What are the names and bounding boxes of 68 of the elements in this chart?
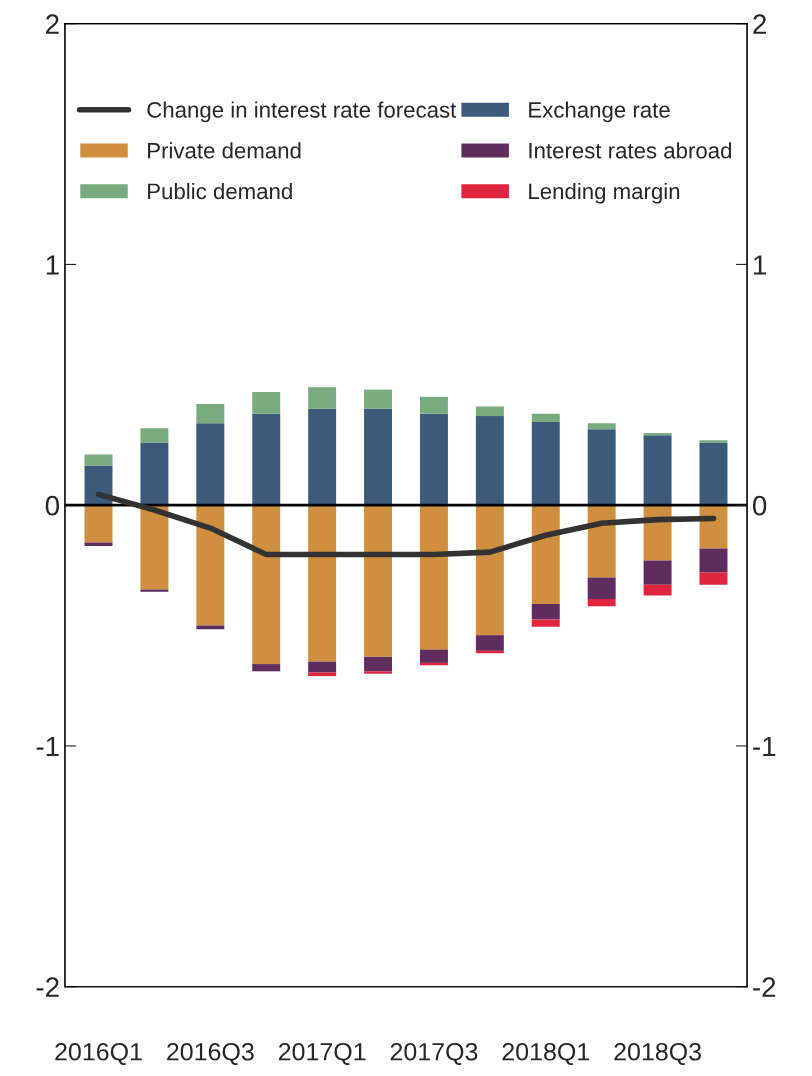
bar [587,423,616,430]
bar [308,505,337,662]
bar [419,505,448,650]
bar [699,442,728,506]
bar [252,392,281,414]
y-tick-label: 1 [46,255,59,275]
bar [419,396,448,414]
bar [140,505,169,590]
x-tick-label: 2017Q3 [390,1042,478,1066]
bar [196,423,225,506]
y-tick-label: -1 [36,736,59,756]
bar [419,413,448,506]
bar [531,619,560,627]
bar [699,440,728,443]
y2-tick-label: -1 [753,736,776,756]
bar [531,603,560,620]
bar [252,413,281,506]
x-tick-label: 2018Q3 [614,1042,701,1066]
bar [699,572,728,585]
bar [364,389,393,409]
legend-label: Exchange rate [529,101,670,123]
legend-label: Private demand [148,142,301,159]
bar [531,413,560,423]
bar [475,505,504,636]
bar [419,649,448,663]
bar [364,656,393,672]
y-tick-label: 2 [46,14,59,34]
legend-label: Lending margin [529,182,680,204]
bar [140,428,169,443]
y2-tick-label: 1 [754,255,766,275]
x-tick-label: 2018Q1 [502,1042,590,1066]
y2-tick-label: -2 [753,977,776,997]
bar [308,387,337,409]
legend-label: Interest rates abroad [529,142,732,159]
bar [531,422,560,506]
bar [140,442,169,506]
bar [475,635,504,651]
legend-label: Public demand [148,182,292,200]
bar [252,505,281,665]
bar [196,505,225,626]
bar [531,505,560,604]
bar [140,589,169,592]
bar [643,560,672,585]
bar [587,577,616,600]
bar [475,406,504,417]
bar [587,429,616,506]
bar [252,664,281,672]
bar [587,599,616,607]
y2-tick-label: 0 [752,495,767,516]
x-tick-label: 2016Q1 [55,1042,142,1066]
y-tick-label: 0 [45,495,60,516]
x-tick-label: 2017Q1 [278,1042,366,1066]
x-tick-label: 2016Q3 [167,1042,254,1066]
bar [308,408,337,506]
legend-label: Change in interest rate forecast [147,101,457,123]
bar [364,505,393,657]
y-tick-label: -2 [36,977,59,997]
bar [643,435,672,506]
bar [364,408,393,506]
bar [364,671,393,674]
bar [699,548,728,573]
y2-tick-label: 2 [753,14,766,34]
bar [84,542,113,547]
bar [84,505,113,543]
bar [475,416,504,506]
bar [196,404,225,424]
bar [643,584,672,596]
bar [308,661,337,673]
